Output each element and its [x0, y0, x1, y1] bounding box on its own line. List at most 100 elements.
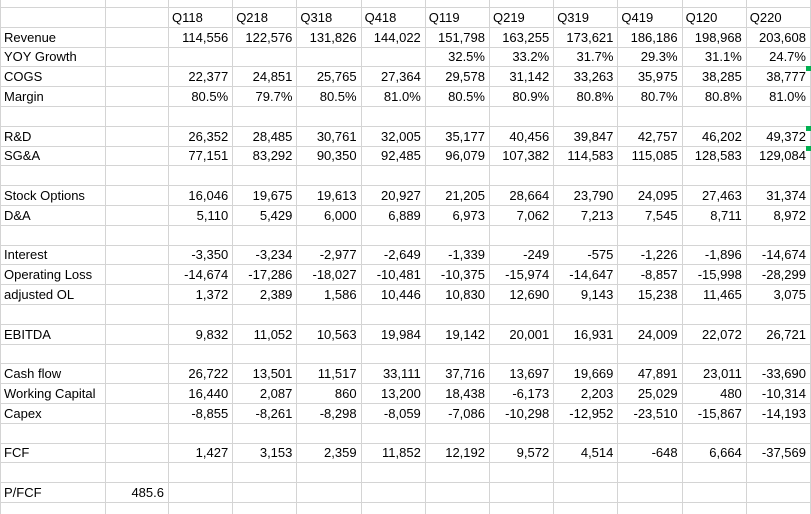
- cell[interactable]: [554, 166, 619, 187]
- cell[interactable]: [682, 483, 747, 503]
- cell[interactable]: -10,298: [489, 403, 555, 424]
- cell[interactable]: [106, 146, 169, 167]
- cell[interactable]: 129,084: [746, 146, 811, 167]
- cell[interactable]: [297, 502, 362, 514]
- cell[interactable]: 27,364: [361, 67, 426, 88]
- cell[interactable]: [489, 166, 555, 187]
- cell[interactable]: [106, 27, 169, 48]
- cell[interactable]: -3,234: [233, 245, 298, 266]
- cell[interactable]: [425, 463, 490, 484]
- cell[interactable]: 10,830: [425, 285, 490, 305]
- cell[interactable]: [297, 423, 362, 444]
- cell[interactable]: [489, 423, 555, 444]
- cell[interactable]: 33,111: [361, 364, 426, 385]
- cell[interactable]: 19,142: [425, 324, 490, 345]
- cell[interactable]: -37,569: [746, 443, 811, 464]
- cell[interactable]: -10,314: [746, 384, 811, 404]
- cell[interactable]: [425, 483, 490, 503]
- cell[interactable]: [618, 304, 683, 325]
- cell[interactable]: [169, 483, 234, 503]
- cell[interactable]: 5,429: [233, 205, 298, 226]
- cell[interactable]: [169, 225, 234, 246]
- cell[interactable]: 31,142: [489, 67, 555, 88]
- cell[interactable]: [746, 344, 811, 365]
- cell[interactable]: [746, 483, 811, 503]
- cell[interactable]: 31,374: [746, 186, 811, 206]
- cell[interactable]: 198,968: [682, 27, 747, 48]
- cell[interactable]: [297, 47, 362, 68]
- cell[interactable]: [554, 106, 619, 127]
- cell[interactable]: 77,151: [169, 146, 234, 167]
- cell[interactable]: [682, 0, 747, 8]
- cell[interactable]: 80.8%: [554, 87, 619, 107]
- cell[interactable]: 46,202: [682, 126, 747, 147]
- cell[interactable]: -8,298: [297, 403, 362, 424]
- row-label[interactable]: Capex: [1, 403, 106, 424]
- row-label[interactable]: [1, 463, 106, 484]
- cell[interactable]: 11,517: [297, 364, 362, 385]
- row-label[interactable]: EBITDA: [1, 324, 106, 345]
- cell[interactable]: 6,664: [682, 443, 747, 464]
- cell[interactable]: 49,372: [746, 126, 811, 147]
- cell[interactable]: 7,213: [554, 205, 619, 226]
- cell[interactable]: 33.2%: [489, 47, 555, 68]
- cell[interactable]: [106, 344, 169, 365]
- cell[interactable]: 1,372: [169, 285, 234, 305]
- cell[interactable]: [361, 304, 426, 325]
- column-header[interactable]: Q119: [425, 8, 490, 28]
- row-label[interactable]: [1, 304, 106, 325]
- cell[interactable]: 35,975: [618, 67, 683, 88]
- cell[interactable]: 16,440: [169, 384, 234, 404]
- cell[interactable]: [618, 225, 683, 246]
- cell[interactable]: 23,011: [682, 364, 747, 385]
- row-label[interactable]: Revenue: [1, 27, 106, 48]
- row-label[interactable]: Cash flow: [1, 364, 106, 385]
- cell[interactable]: [106, 384, 169, 404]
- cell[interactable]: [297, 106, 362, 127]
- cell[interactable]: 13,697: [489, 364, 555, 385]
- cell[interactable]: [297, 344, 362, 365]
- cell[interactable]: -18,027: [297, 265, 362, 286]
- cell[interactable]: [106, 0, 169, 8]
- cell[interactable]: -6,173: [489, 384, 555, 404]
- cell[interactable]: 23,790: [554, 186, 619, 206]
- cell[interactable]: 10,563: [297, 324, 362, 345]
- cell[interactable]: 31.1%: [682, 47, 747, 68]
- cell[interactable]: -648: [618, 443, 683, 464]
- cell[interactable]: 1,427: [169, 443, 234, 464]
- cell[interactable]: -8,059: [361, 403, 426, 424]
- row-label[interactable]: adjusted OL: [1, 285, 106, 305]
- row-label[interactable]: [1, 502, 106, 514]
- cell[interactable]: 22,377: [169, 67, 234, 88]
- cell[interactable]: -14,674: [746, 245, 811, 266]
- row-label[interactable]: Operating Loss: [1, 265, 106, 286]
- cell[interactable]: 80.9%: [489, 87, 555, 107]
- cell[interactable]: -28,299: [746, 265, 811, 286]
- cell[interactable]: [106, 166, 169, 187]
- cell[interactable]: [233, 304, 298, 325]
- cell[interactable]: 2,203: [554, 384, 619, 404]
- cell[interactable]: [425, 344, 490, 365]
- cell[interactable]: [169, 304, 234, 325]
- cell[interactable]: [169, 463, 234, 484]
- cell[interactable]: [106, 126, 169, 147]
- row-label[interactable]: R&D: [1, 126, 106, 147]
- cell[interactable]: 11,052: [233, 324, 298, 345]
- cell[interactable]: 163,255: [489, 27, 555, 48]
- cell[interactable]: 29.3%: [618, 47, 683, 68]
- cell[interactable]: [489, 106, 555, 127]
- cell[interactable]: 11,852: [361, 443, 426, 464]
- cell[interactable]: [106, 423, 169, 444]
- cell[interactable]: [618, 502, 683, 514]
- cell[interactable]: [747, 502, 811, 514]
- cell[interactable]: -12,952: [554, 403, 619, 424]
- cell[interactable]: [618, 463, 683, 484]
- cell[interactable]: [233, 463, 298, 484]
- cell[interactable]: [106, 304, 169, 325]
- cell[interactable]: [1, 8, 106, 28]
- column-header[interactable]: Q419: [618, 8, 683, 28]
- cell[interactable]: [489, 304, 555, 325]
- cell[interactable]: [682, 423, 747, 444]
- cell[interactable]: 203,608: [746, 27, 811, 48]
- cell[interactable]: 47,891: [618, 364, 683, 385]
